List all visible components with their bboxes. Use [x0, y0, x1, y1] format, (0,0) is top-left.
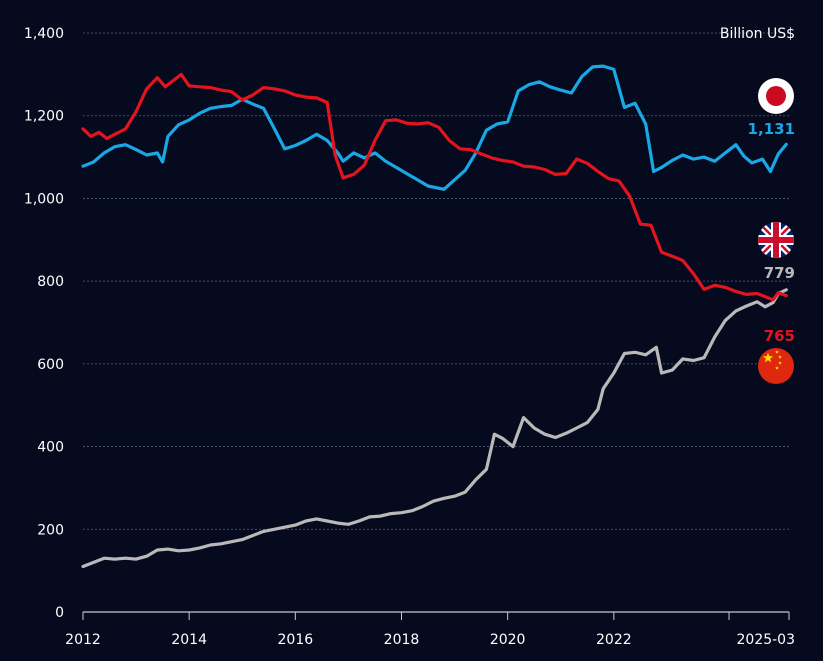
- series-line-uk: [81, 288, 788, 569]
- flag-layer: 1,131 765 779: [748, 78, 795, 384]
- y-tick-label: 0: [55, 605, 64, 621]
- x-tick-label: 2016: [278, 632, 314, 648]
- y-tick-label: 1,000: [24, 191, 64, 207]
- grid-layer: [83, 32, 789, 613]
- japan-flag-icon: [758, 78, 794, 114]
- x-tick-label: 2022: [596, 632, 632, 648]
- y-tick-label: 400: [37, 440, 64, 456]
- unit-label: Billion US$: [720, 26, 795, 42]
- series-line-china: [81, 72, 788, 302]
- end-value-label-uk: 779: [764, 264, 795, 282]
- y-tick-label: 1,400: [24, 26, 64, 42]
- axis-layer: 0 200 400 600 800 1,000 1,200 1,400 2012 2014 2016…: [24, 26, 795, 648]
- y-tick-label: 600: [37, 357, 64, 373]
- end-value-label-china: 765: [764, 327, 795, 345]
- x-tick-label: 2012: [65, 632, 101, 648]
- x-tick-label: 2014: [171, 632, 207, 648]
- china-flag-icon: [758, 348, 794, 384]
- x-tick-label: 2020: [490, 632, 526, 648]
- y-tick-label: 1,200: [24, 109, 64, 125]
- uk-flag-icon: [758, 222, 794, 258]
- series-layer: [81, 64, 788, 569]
- x-tick-label: 2018: [384, 632, 420, 648]
- end-value-label-japan: 1,131: [748, 120, 795, 138]
- x-tick-label: 2025-03: [737, 632, 796, 648]
- series-line-japan: [81, 64, 788, 191]
- y-tick-label: 200: [37, 522, 64, 538]
- y-tick-label: 800: [37, 274, 64, 290]
